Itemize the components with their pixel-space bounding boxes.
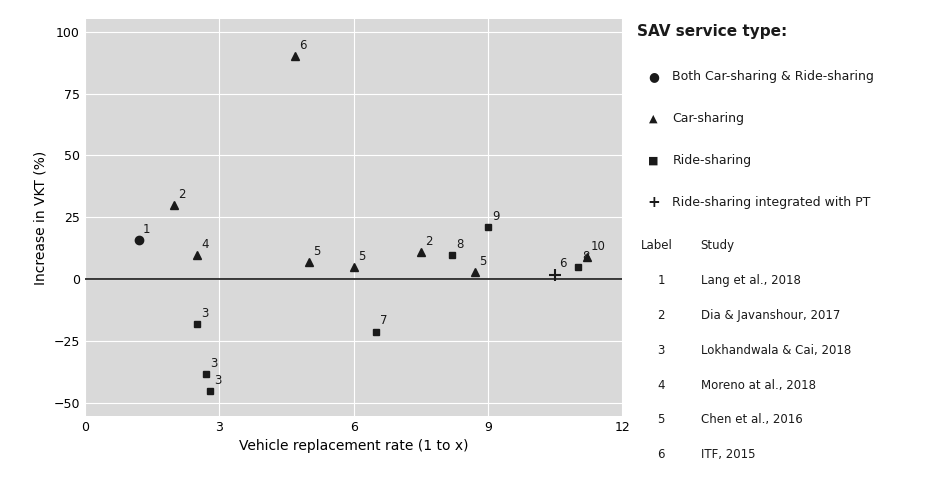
- Text: +: +: [647, 195, 660, 210]
- Text: ■: ■: [648, 156, 659, 165]
- X-axis label: Vehicle replacement rate (1 to x): Vehicle replacement rate (1 to x): [239, 439, 469, 453]
- Text: 6: 6: [657, 448, 665, 461]
- Text: Moreno at al., 2018: Moreno at al., 2018: [701, 379, 816, 391]
- Text: 3: 3: [210, 357, 217, 369]
- Text: 4: 4: [201, 238, 208, 250]
- Text: SAV service type:: SAV service type:: [637, 24, 786, 39]
- Text: 5: 5: [657, 413, 665, 426]
- Text: Lokhandwala & Cai, 2018: Lokhandwala & Cai, 2018: [701, 344, 851, 357]
- Text: 6: 6: [300, 39, 307, 52]
- Text: 2: 2: [178, 188, 186, 201]
- Text: 3: 3: [201, 307, 208, 320]
- Text: Chen et al., 2016: Chen et al., 2016: [701, 413, 802, 426]
- Text: 3: 3: [214, 374, 222, 387]
- Text: 7: 7: [380, 315, 388, 327]
- Text: Dia & Javanshour, 2017: Dia & Javanshour, 2017: [701, 309, 840, 322]
- Text: Study: Study: [701, 239, 735, 252]
- Text: 3: 3: [657, 344, 665, 357]
- Text: ▲: ▲: [649, 114, 658, 123]
- Text: Ride-sharing integrated with PT: Ride-sharing integrated with PT: [672, 196, 870, 209]
- Text: 9: 9: [492, 210, 500, 223]
- Text: 5: 5: [479, 255, 486, 268]
- Text: Car-sharing: Car-sharing: [672, 112, 744, 125]
- Y-axis label: Increase in VKT (%): Increase in VKT (%): [34, 151, 48, 284]
- Text: 2: 2: [425, 235, 433, 248]
- Text: 2: 2: [657, 309, 665, 322]
- Text: Lang et al., 2018: Lang et al., 2018: [701, 274, 801, 287]
- Text: 1: 1: [142, 223, 150, 236]
- Text: Ride-sharing: Ride-sharing: [672, 154, 752, 167]
- Text: 1: 1: [657, 274, 665, 287]
- Text: 5: 5: [357, 250, 365, 263]
- Text: Label: Label: [641, 239, 673, 252]
- Text: 10: 10: [590, 240, 605, 253]
- Text: 8: 8: [582, 250, 589, 263]
- Text: ITF, 2015: ITF, 2015: [701, 448, 755, 461]
- Text: 6: 6: [559, 257, 567, 271]
- Text: 4: 4: [657, 379, 665, 391]
- Text: ●: ●: [648, 70, 659, 83]
- Text: 8: 8: [456, 238, 464, 250]
- Text: 5: 5: [313, 245, 321, 258]
- Text: Both Car-sharing & Ride-sharing: Both Car-sharing & Ride-sharing: [672, 70, 874, 83]
